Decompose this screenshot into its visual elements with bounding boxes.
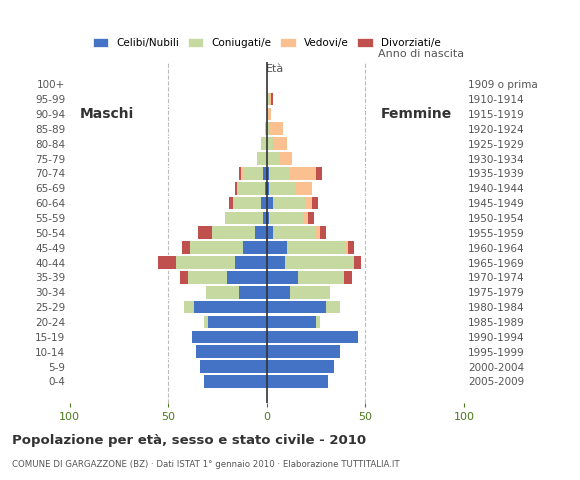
Text: Femmine: Femmine (381, 107, 452, 121)
Bar (267, 256, 285, 269)
Bar (267, 108, 271, 120)
Bar (347, 241, 354, 254)
Bar (212, 227, 255, 239)
Bar (291, 286, 330, 299)
Bar (263, 212, 267, 224)
Bar (182, 241, 190, 254)
Bar (265, 122, 267, 135)
Bar (267, 301, 326, 313)
Bar (267, 286, 291, 299)
Bar (267, 316, 316, 328)
Text: COMUNE DI GARGAZZONE (BZ) · Dati ISTAT 1° gennaio 2010 · Elaborazione TUTTITALIA: COMUNE DI GARGAZZONE (BZ) · Dati ISTAT 1… (12, 460, 399, 469)
Bar (261, 137, 267, 150)
Bar (235, 256, 267, 269)
Bar (269, 122, 282, 135)
Bar (267, 197, 273, 209)
Bar (204, 316, 208, 328)
Bar (271, 93, 273, 106)
Bar (243, 241, 267, 254)
Bar (255, 227, 267, 239)
Bar (267, 360, 334, 373)
Bar (273, 197, 306, 209)
Bar (316, 227, 320, 239)
Bar (287, 241, 346, 254)
Bar (267, 167, 269, 180)
Bar (344, 271, 351, 284)
Bar (261, 197, 267, 209)
Bar (267, 152, 278, 165)
Bar (273, 137, 287, 150)
Legend: Celibi/Nubili, Coniugati/e, Vedovi/e, Divorziati/e: Celibi/Nubili, Coniugati/e, Vedovi/e, Di… (89, 34, 445, 52)
Bar (354, 256, 361, 269)
Bar (184, 301, 194, 313)
Bar (190, 241, 243, 254)
Bar (180, 271, 188, 284)
Bar (194, 301, 267, 313)
Bar (308, 212, 314, 224)
Bar (269, 212, 304, 224)
Bar (188, 271, 227, 284)
Bar (273, 227, 316, 239)
Bar (243, 167, 263, 180)
Bar (257, 152, 267, 165)
Bar (235, 182, 237, 194)
Bar (229, 197, 233, 209)
Bar (267, 227, 273, 239)
Bar (269, 167, 291, 180)
Bar (291, 167, 316, 180)
Bar (196, 345, 267, 358)
Bar (346, 241, 347, 254)
Bar (306, 197, 312, 209)
Bar (312, 197, 318, 209)
Bar (296, 182, 312, 194)
Bar (298, 271, 344, 284)
Bar (204, 375, 267, 388)
Bar (278, 152, 292, 165)
Bar (269, 93, 271, 106)
Bar (267, 375, 328, 388)
Bar (267, 137, 273, 150)
Bar (316, 167, 322, 180)
Bar (263, 167, 267, 180)
Bar (237, 182, 265, 194)
Bar (239, 167, 241, 180)
Text: Popolazione per età, sesso e stato civile - 2010: Popolazione per età, sesso e stato civil… (12, 434, 366, 447)
Bar (326, 301, 340, 313)
Bar (269, 182, 296, 194)
Bar (158, 256, 176, 269)
Bar (267, 271, 298, 284)
Bar (285, 256, 354, 269)
Bar (241, 167, 243, 180)
Bar (267, 345, 340, 358)
Bar (320, 227, 326, 239)
Bar (192, 331, 267, 343)
Bar (267, 212, 269, 224)
Bar (208, 316, 267, 328)
Bar (316, 316, 320, 328)
Bar (239, 286, 267, 299)
Bar (267, 331, 357, 343)
Text: Età: Età (266, 64, 284, 74)
Bar (233, 197, 261, 209)
Bar (176, 256, 235, 269)
Bar (198, 227, 212, 239)
Bar (267, 182, 269, 194)
Bar (304, 212, 308, 224)
Bar (267, 93, 269, 106)
Bar (226, 212, 263, 224)
Bar (206, 286, 239, 299)
Bar (200, 360, 267, 373)
Text: Maschi: Maschi (79, 107, 134, 121)
Bar (227, 271, 267, 284)
Text: Anno di nascita: Anno di nascita (378, 49, 464, 59)
Bar (267, 122, 269, 135)
Bar (265, 182, 267, 194)
Bar (267, 241, 287, 254)
